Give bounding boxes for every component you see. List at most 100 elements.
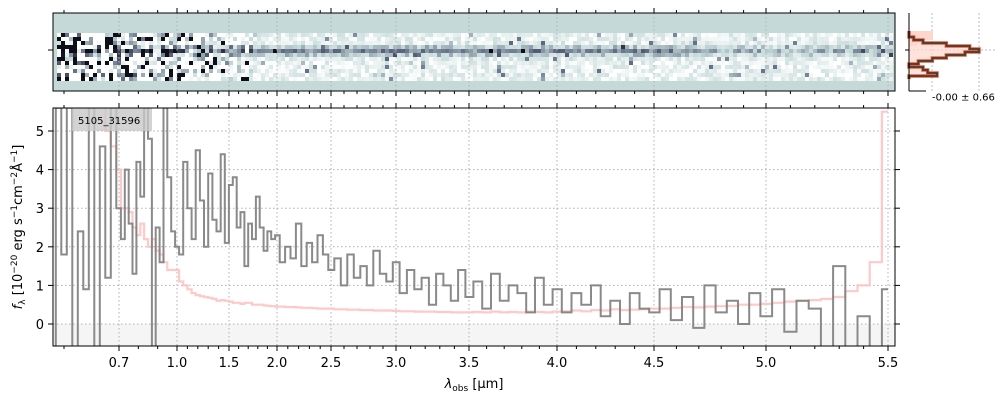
spectrum-2d-pixel <box>793 45 797 49</box>
spectrum-2d-pixel <box>737 77 741 81</box>
spectrum-2d-pixel <box>97 37 101 41</box>
spectrum-2d-pixel <box>853 33 857 37</box>
spectrum-2d-pixel <box>361 41 365 45</box>
spectrum-2d-pixel <box>829 57 833 61</box>
spectrum-2d-pixel <box>769 77 773 81</box>
spectrum-2d-pixel <box>745 77 749 81</box>
spectrum-2d-pixel <box>769 49 773 53</box>
spectrum-2d-pixel <box>405 61 409 65</box>
spectrum-2d-pixel <box>813 65 817 69</box>
spectrum-2d-pixel <box>393 37 397 41</box>
spectrum-2d-pixel <box>565 33 569 37</box>
spectrum-2d-pixel <box>257 77 261 81</box>
spectrum-2d-pixel <box>813 49 817 53</box>
spectrum-2d-pixel <box>653 57 657 61</box>
spectrum-2d-pixel <box>681 65 685 69</box>
spectrum-2d-pixel <box>609 37 613 41</box>
spectrum-2d-pixel <box>205 53 209 57</box>
object-label-box <box>72 108 152 131</box>
spectrum-2d-pixel <box>113 77 117 81</box>
spectrum-2d-pixel <box>873 69 877 73</box>
spectrum-2d-pixel <box>501 73 505 77</box>
spectrum-2d-pixel <box>433 37 437 41</box>
spectrum-2d-pixel <box>761 65 765 69</box>
spectrum-2d-pixel <box>197 69 201 73</box>
spectrum-2d-pixel <box>633 73 637 77</box>
spectrum-2d-pixel <box>353 61 357 65</box>
spectrum-2d-pixel <box>81 53 85 57</box>
spectrum-2d-pixel <box>665 33 669 37</box>
spectrum-2d-pixel <box>561 69 565 73</box>
spectrum-2d-pixel <box>149 77 153 81</box>
spectrum-2d-pixel <box>185 49 189 53</box>
spectrum-2d-pixel <box>577 57 581 61</box>
spectrum-2d-pixel <box>513 49 517 53</box>
spectrum-2d-pixel <box>833 37 837 41</box>
spectrum-2d-pixel <box>869 57 873 61</box>
spectrum-2d-pixel <box>161 53 165 57</box>
spectrum-2d-pixel <box>649 69 653 73</box>
spectrum-2d-pixel <box>357 45 361 49</box>
spectrum-2d-pixel <box>229 49 233 53</box>
spectrum-2d-pixel <box>613 69 617 73</box>
spectrum-2d-pixel <box>313 57 317 61</box>
x-tick-label: 1.0 <box>167 356 188 371</box>
spectrum-2d-pixel <box>121 69 125 73</box>
spectrum-2d-pixel <box>125 77 129 81</box>
spectrum-2d-pixel <box>333 77 337 81</box>
spectrum-2d-pixel <box>709 69 713 73</box>
spectrum-2d-pixel <box>381 65 385 69</box>
spectrum-2d-pixel <box>133 73 137 77</box>
spectrum-2d-pixel <box>613 37 617 41</box>
spectrum-2d-pixel <box>657 77 661 81</box>
spectrum-2d-pixel <box>229 37 233 41</box>
spectrum-2d-pixel <box>145 33 149 37</box>
spectrum-2d-pixel <box>813 41 817 45</box>
spectrum-2d-pixel <box>569 73 573 77</box>
spectrum-2d-pixel <box>469 61 473 65</box>
spectrum-2d-pixel <box>413 65 417 69</box>
spectrum-2d-pixel <box>405 49 409 53</box>
spectrum-2d-pixel <box>757 73 761 77</box>
spectrum-2d-grid <box>118 13 889 91</box>
spectrum-2d-pixel <box>593 53 597 57</box>
spectrum-2d-pixel <box>833 49 837 53</box>
spectrum-2d-pixel <box>281 41 285 45</box>
spectrum-2d-pixel <box>809 77 813 81</box>
spectrum-2d-pixel <box>153 45 157 49</box>
spectrum-2d-pixel <box>341 37 345 41</box>
spectrum-2d-pixel <box>465 61 469 65</box>
spectrum-2d-pixel <box>497 37 501 41</box>
spectrum-2d-pixel <box>885 65 889 69</box>
spectrum-2d-pixel <box>513 41 517 45</box>
spectrum-2d-pixel <box>137 73 141 77</box>
spectrum-2d-pixel <box>337 73 341 77</box>
spectrum-2d-pixel <box>253 41 257 45</box>
spectrum-2d-pixel <box>409 61 413 65</box>
spectrum-2d-pixel <box>637 53 641 57</box>
spectrum-2d-pixel <box>769 73 773 77</box>
spectrum-2d-pixel <box>393 65 397 69</box>
spectrum-2d-pixel <box>61 41 65 45</box>
spectrum-2d-pixel <box>309 65 313 69</box>
spectrum-2d-pixel <box>821 61 825 65</box>
spectrum-2d-pixel <box>457 37 461 41</box>
spectrum-2d-pixel <box>661 49 665 53</box>
spectrum-2d-pixel <box>461 41 465 45</box>
spectrum-2d-pixel <box>737 37 741 41</box>
spectrum-2d-pixel <box>685 73 689 77</box>
spectrum-2d-pixel <box>749 49 753 53</box>
spectrum-2d-pixel <box>453 37 457 41</box>
spectrum-2d-pixel <box>889 57 893 61</box>
spectrum-2d-pixel <box>869 65 873 69</box>
spectrum-2d-pixel <box>245 61 249 65</box>
spectrum-2d-pixel <box>421 69 425 73</box>
spectrum-2d-pixel <box>437 65 441 69</box>
spectrum-2d-pixel <box>105 65 109 69</box>
spectrum-2d-pixel <box>569 57 573 61</box>
spectrum-2d-pixel <box>253 65 257 69</box>
spectrum-2d-pixel <box>853 73 857 77</box>
spectrum-2d-pixel <box>837 57 841 61</box>
spectrum-2d-pixel <box>885 53 889 57</box>
spectrum-2d-pixel <box>649 41 653 45</box>
